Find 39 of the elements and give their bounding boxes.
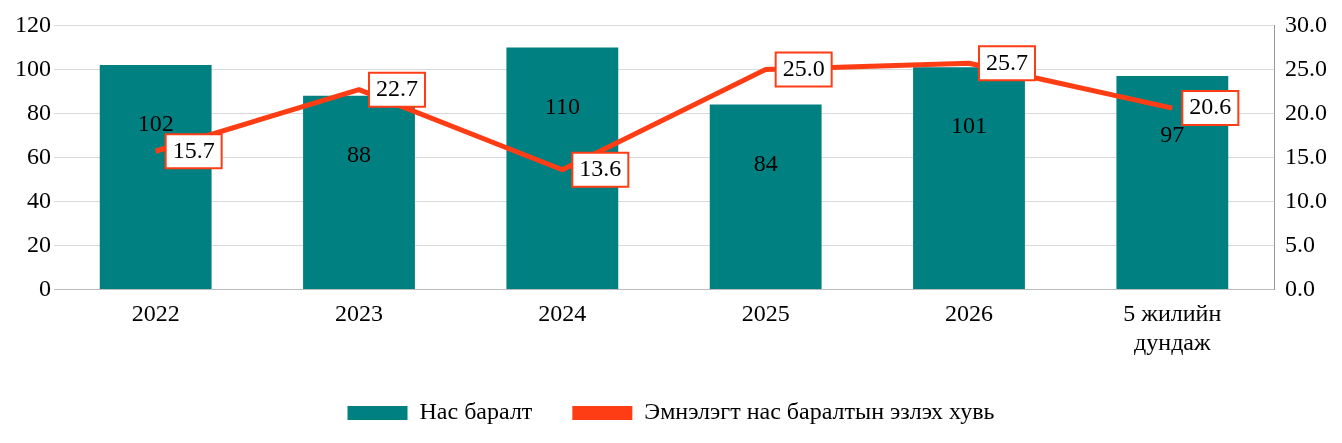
data-label: 20.6 bbox=[1189, 93, 1232, 120]
y-tick-label: 60 bbox=[27, 142, 51, 169]
bar bbox=[709, 104, 822, 289]
y2-tick-label: 0.0 bbox=[1285, 274, 1315, 301]
data-label: 15.7 bbox=[172, 136, 215, 163]
data-label: 88 bbox=[347, 141, 371, 168]
data-label: 101 bbox=[951, 112, 987, 139]
y2-tick-label: 5.0 bbox=[1285, 230, 1315, 257]
data-label: 25.0 bbox=[782, 54, 825, 81]
data-label: 22.7 bbox=[376, 74, 418, 101]
x-tick-label: 2026 bbox=[945, 300, 993, 327]
x-tick-label: 2022 bbox=[131, 300, 180, 327]
y2-tick-label: 30.0 bbox=[1285, 10, 1327, 37]
data-label: 102 bbox=[137, 110, 174, 137]
legend-label: Нас баралт bbox=[419, 398, 533, 425]
y-tick-label: 120 bbox=[15, 10, 51, 37]
data-label: 13.6 bbox=[579, 155, 622, 182]
y2-tick-label: 15.0 bbox=[1285, 142, 1327, 169]
x-tick-label: 5 жилийн дундаж bbox=[1123, 300, 1222, 355]
legend-label: Эмнэлэгт нас баралтын эзлэх хувь bbox=[644, 398, 995, 425]
data-label: 25.7 bbox=[986, 48, 1028, 75]
x-tick-label: 2025 bbox=[741, 300, 790, 327]
data-label: 110 bbox=[544, 92, 580, 119]
y2-tick-label: 20.0 bbox=[1285, 98, 1327, 125]
bar bbox=[506, 47, 619, 289]
data-label: 97 bbox=[1160, 121, 1185, 148]
y2-tick-label: 10.0 bbox=[1285, 186, 1327, 213]
y-tick-label: 40 bbox=[27, 186, 51, 213]
y-tick-label: 0 bbox=[39, 274, 51, 301]
x-tick-label: 2023 bbox=[335, 300, 383, 327]
bar bbox=[303, 95, 415, 289]
y-tick-label: 100 bbox=[15, 54, 51, 81]
y-tick-label: 20 bbox=[27, 230, 51, 257]
bar bbox=[1116, 76, 1229, 289]
x-tick-label: 2024 bbox=[538, 300, 587, 327]
bar bbox=[99, 65, 212, 289]
y-tick-label: 80 bbox=[27, 98, 51, 125]
data-label: 84 bbox=[753, 149, 778, 176]
y2-tick-label: 25.0 bbox=[1285, 54, 1327, 81]
